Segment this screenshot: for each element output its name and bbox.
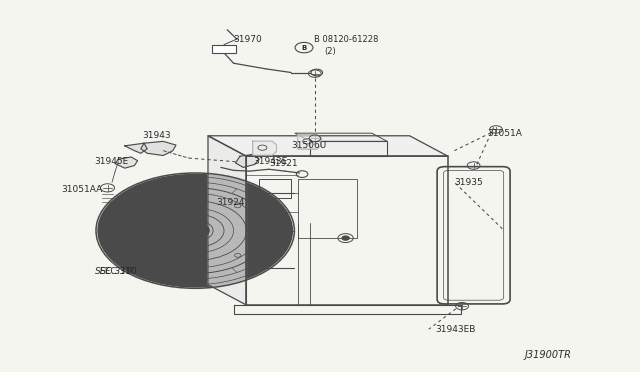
Text: 31970: 31970 [234, 35, 262, 44]
Text: (2): (2) [324, 47, 336, 56]
Circle shape [181, 222, 209, 239]
Text: 31945E: 31945E [95, 157, 129, 166]
Text: 31051AA: 31051AA [61, 185, 102, 194]
Text: 31051A: 31051A [488, 129, 522, 138]
Polygon shape [208, 136, 448, 156]
Polygon shape [295, 133, 387, 141]
Text: J31900TR: J31900TR [525, 350, 572, 360]
Polygon shape [125, 143, 147, 153]
Text: B 08120-61228: B 08120-61228 [314, 35, 378, 44]
Text: 31943: 31943 [142, 131, 171, 140]
Text: B: B [301, 45, 307, 51]
Polygon shape [236, 154, 259, 167]
Polygon shape [253, 141, 276, 155]
Text: 31921: 31921 [269, 159, 298, 168]
Text: 31943E: 31943E [253, 157, 287, 166]
Text: 31924: 31924 [216, 198, 245, 207]
Text: 31935: 31935 [454, 178, 483, 187]
Circle shape [97, 174, 293, 288]
Polygon shape [298, 135, 321, 149]
Polygon shape [141, 141, 176, 155]
Text: 31506U: 31506U [291, 141, 326, 150]
Text: SEC.310: SEC.310 [100, 267, 138, 276]
Polygon shape [208, 136, 246, 305]
Text: 31943EB: 31943EB [435, 325, 476, 334]
Circle shape [342, 236, 349, 240]
Bar [212, 45, 236, 53]
Polygon shape [115, 157, 138, 168]
Text: SEC.310: SEC.310 [95, 267, 133, 276]
